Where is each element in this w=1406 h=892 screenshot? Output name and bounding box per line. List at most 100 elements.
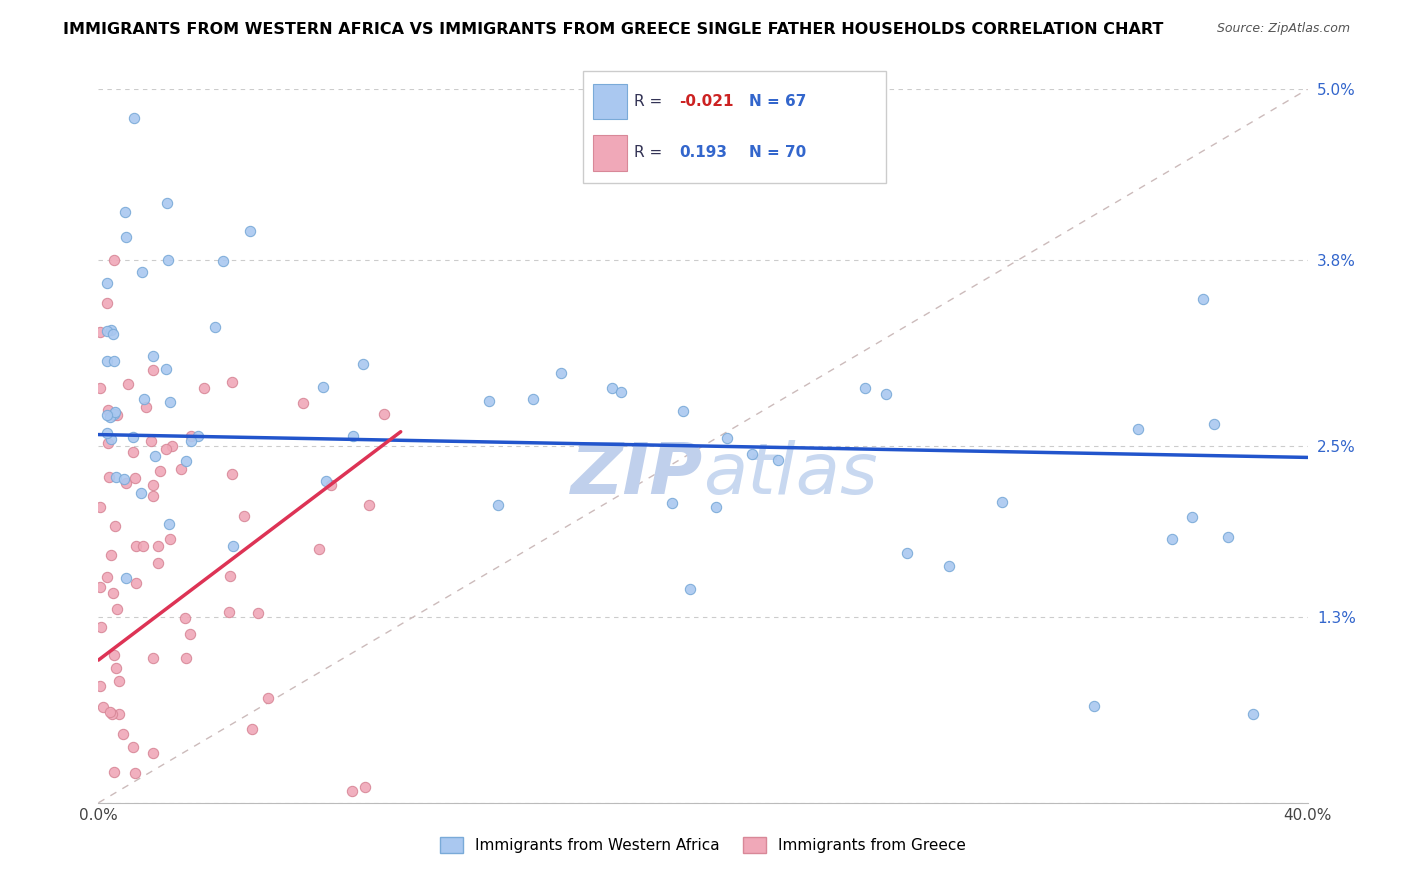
Immigrants from Greece xyxy=(233,509,256,524)
Immigrants from Greece xyxy=(103,764,125,779)
Immigrants from Greece xyxy=(122,739,145,754)
Immigrants from Western Africa xyxy=(486,498,509,512)
Immigrants from Western Africa xyxy=(1083,698,1105,713)
Immigrants from Western Africa xyxy=(187,428,209,442)
Immigrants from Western Africa xyxy=(159,395,181,409)
Legend: Immigrants from Western Africa, Immigrants from Greece: Immigrants from Western Africa, Immigran… xyxy=(434,831,972,859)
Text: N = 70: N = 70 xyxy=(749,145,807,161)
Immigrants from Western Africa xyxy=(104,405,127,419)
Text: ZIP: ZIP xyxy=(571,440,703,509)
Immigrants from Greece xyxy=(142,746,165,760)
Immigrants from Western Africa xyxy=(352,357,374,371)
Immigrants from Greece xyxy=(124,471,146,485)
Immigrants from Greece xyxy=(240,723,263,737)
Immigrants from Greece xyxy=(105,408,128,422)
Immigrants from Western Africa xyxy=(157,516,180,531)
Immigrants from Western Africa xyxy=(853,381,876,395)
Immigrants from Greece xyxy=(170,462,193,476)
Immigrants from Greece xyxy=(98,706,121,720)
Immigrants from Greece xyxy=(124,766,146,780)
Immigrants from Western Africa xyxy=(105,470,128,484)
Immigrants from Western Africa xyxy=(610,384,633,399)
Immigrants from Greece xyxy=(90,620,112,634)
Immigrants from Western Africa xyxy=(1192,292,1215,306)
Immigrants from Greece xyxy=(96,569,118,583)
Immigrants from Greece xyxy=(193,380,215,394)
Immigrants from Greece xyxy=(321,478,343,492)
Immigrants from Greece xyxy=(103,519,125,533)
Immigrants from Greece xyxy=(89,381,111,395)
Immigrants from Greece xyxy=(180,429,202,443)
Immigrants from Greece xyxy=(174,610,197,624)
Immigrants from Greece xyxy=(373,407,395,421)
Immigrants from Western Africa xyxy=(114,472,136,486)
Immigrants from Greece xyxy=(246,607,269,621)
Immigrants from Greece xyxy=(148,539,170,553)
Immigrants from Western Africa xyxy=(704,500,727,514)
Text: Source: ZipAtlas.com: Source: ZipAtlas.com xyxy=(1216,22,1350,36)
Immigrants from Western Africa xyxy=(180,434,202,448)
Immigrants from Greece xyxy=(103,409,125,423)
Immigrants from Greece xyxy=(122,445,145,459)
Immigrants from Western Africa xyxy=(101,326,124,341)
Immigrants from Greece xyxy=(117,377,139,392)
Immigrants from Western Africa xyxy=(938,559,960,574)
Immigrants from Greece xyxy=(89,679,111,693)
Immigrants from Western Africa xyxy=(478,394,501,409)
Immigrants from Greece xyxy=(96,296,118,310)
Immigrants from Greece xyxy=(142,362,165,376)
Immigrants from Greece xyxy=(142,478,165,492)
Immigrants from Greece xyxy=(89,580,111,594)
Immigrants from Greece xyxy=(174,651,197,665)
Immigrants from Western Africa xyxy=(222,539,245,553)
Immigrants from Western Africa xyxy=(768,453,790,467)
Immigrants from Greece xyxy=(155,442,177,456)
Immigrants from Western Africa xyxy=(875,387,897,401)
Immigrants from Western Africa xyxy=(315,474,337,488)
Immigrants from Greece xyxy=(221,467,243,481)
Immigrants from Greece xyxy=(103,253,125,268)
Immigrants from Greece xyxy=(101,585,124,599)
Immigrants from Western Africa xyxy=(98,409,121,424)
Immigrants from Greece xyxy=(89,500,111,515)
Immigrants from Greece xyxy=(354,780,377,794)
Immigrants from Western Africa xyxy=(174,454,197,468)
Immigrants from Greece xyxy=(105,602,128,616)
Immigrants from Western Africa xyxy=(114,230,136,244)
Immigrants from Greece xyxy=(149,464,172,478)
Immigrants from Greece xyxy=(342,783,364,797)
Immigrants from Greece xyxy=(91,700,114,714)
Immigrants from Western Africa xyxy=(96,425,118,440)
Immigrants from Greece xyxy=(107,707,129,722)
Immigrants from Greece xyxy=(179,627,201,641)
Immigrants from Western Africa xyxy=(550,366,572,380)
Immigrants from Western Africa xyxy=(134,392,156,406)
Immigrants from Greece xyxy=(142,651,165,665)
Text: 0.193: 0.193 xyxy=(679,145,727,161)
Immigrants from Greece xyxy=(159,532,181,546)
Immigrants from Greece xyxy=(141,434,163,448)
Immigrants from Greece xyxy=(97,436,120,450)
Immigrants from Greece xyxy=(142,489,165,503)
Immigrants from Western Africa xyxy=(96,325,118,339)
Immigrants from Greece xyxy=(221,375,243,389)
Immigrants from Western Africa xyxy=(96,277,118,291)
Immigrants from Greece xyxy=(105,661,128,675)
Text: R =: R = xyxy=(634,94,662,109)
Immigrants from Western Africa xyxy=(129,485,152,500)
Immigrants from Western Africa xyxy=(896,546,918,560)
Immigrants from Western Africa xyxy=(1241,707,1264,722)
Immigrants from Western Africa xyxy=(679,582,702,596)
Immigrants from Greece xyxy=(308,541,330,556)
Immigrants from Western Africa xyxy=(114,205,136,219)
Immigrants from Greece xyxy=(100,706,122,721)
Immigrants from Western Africa xyxy=(312,380,335,394)
Immigrants from Western Africa xyxy=(661,496,683,510)
Immigrants from Western Africa xyxy=(1202,417,1225,431)
Immigrants from Western Africa xyxy=(103,407,125,421)
Immigrants from Western Africa xyxy=(100,323,122,337)
Immigrants from Western Africa xyxy=(100,432,122,446)
Immigrants from Western Africa xyxy=(156,253,179,268)
Immigrants from Western Africa xyxy=(122,430,145,444)
Immigrants from Western Africa xyxy=(212,254,235,268)
